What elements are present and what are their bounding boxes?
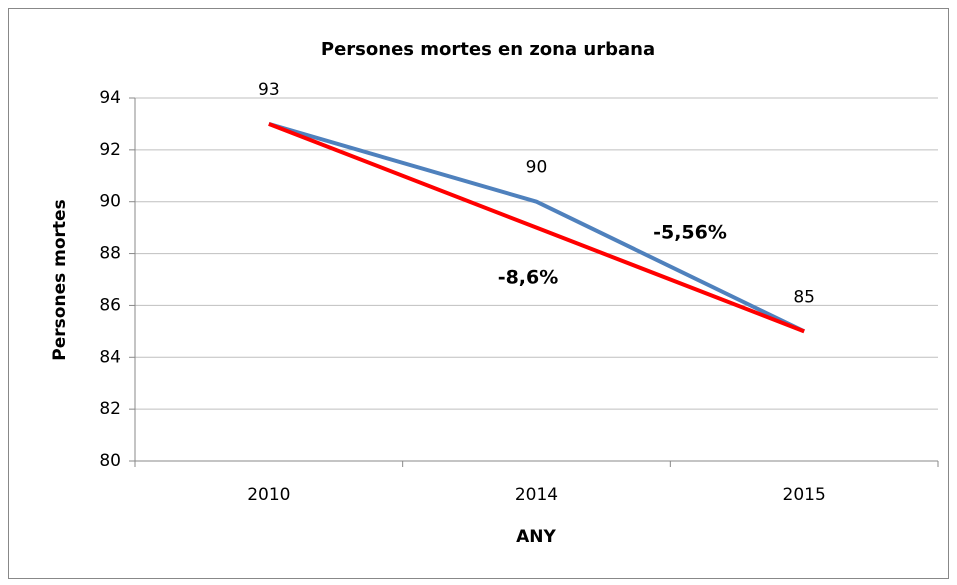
y-tick-label: 88 xyxy=(99,244,121,264)
x-tick-label: 2010 xyxy=(247,485,290,505)
x-tick-label: 2015 xyxy=(783,485,826,505)
y-axis-label: Persones mortes xyxy=(50,199,70,360)
y-tick-label: 90 xyxy=(99,192,121,212)
y-tick-label: 94 xyxy=(99,88,121,108)
y-tick-label: 92 xyxy=(99,140,121,160)
y-tick-label: 84 xyxy=(99,347,121,367)
series-line xyxy=(268,122,805,334)
series-line xyxy=(268,122,806,334)
y-tick-label: 80 xyxy=(99,451,121,471)
chart-title: Persones mortes en zona urbana xyxy=(321,39,655,60)
y-tick-label: 82 xyxy=(99,399,121,419)
y-tick-label: 86 xyxy=(99,295,121,315)
x-axis-label: ANY xyxy=(516,527,556,547)
annotation: -8,6% xyxy=(498,267,559,289)
data-label: 90 xyxy=(526,158,548,178)
chart-frame xyxy=(8,8,949,579)
data-label: 93 xyxy=(258,80,280,100)
x-tick-label: 2014 xyxy=(515,485,558,505)
annotation: -5,56% xyxy=(653,222,727,244)
data-label: 85 xyxy=(793,287,815,307)
